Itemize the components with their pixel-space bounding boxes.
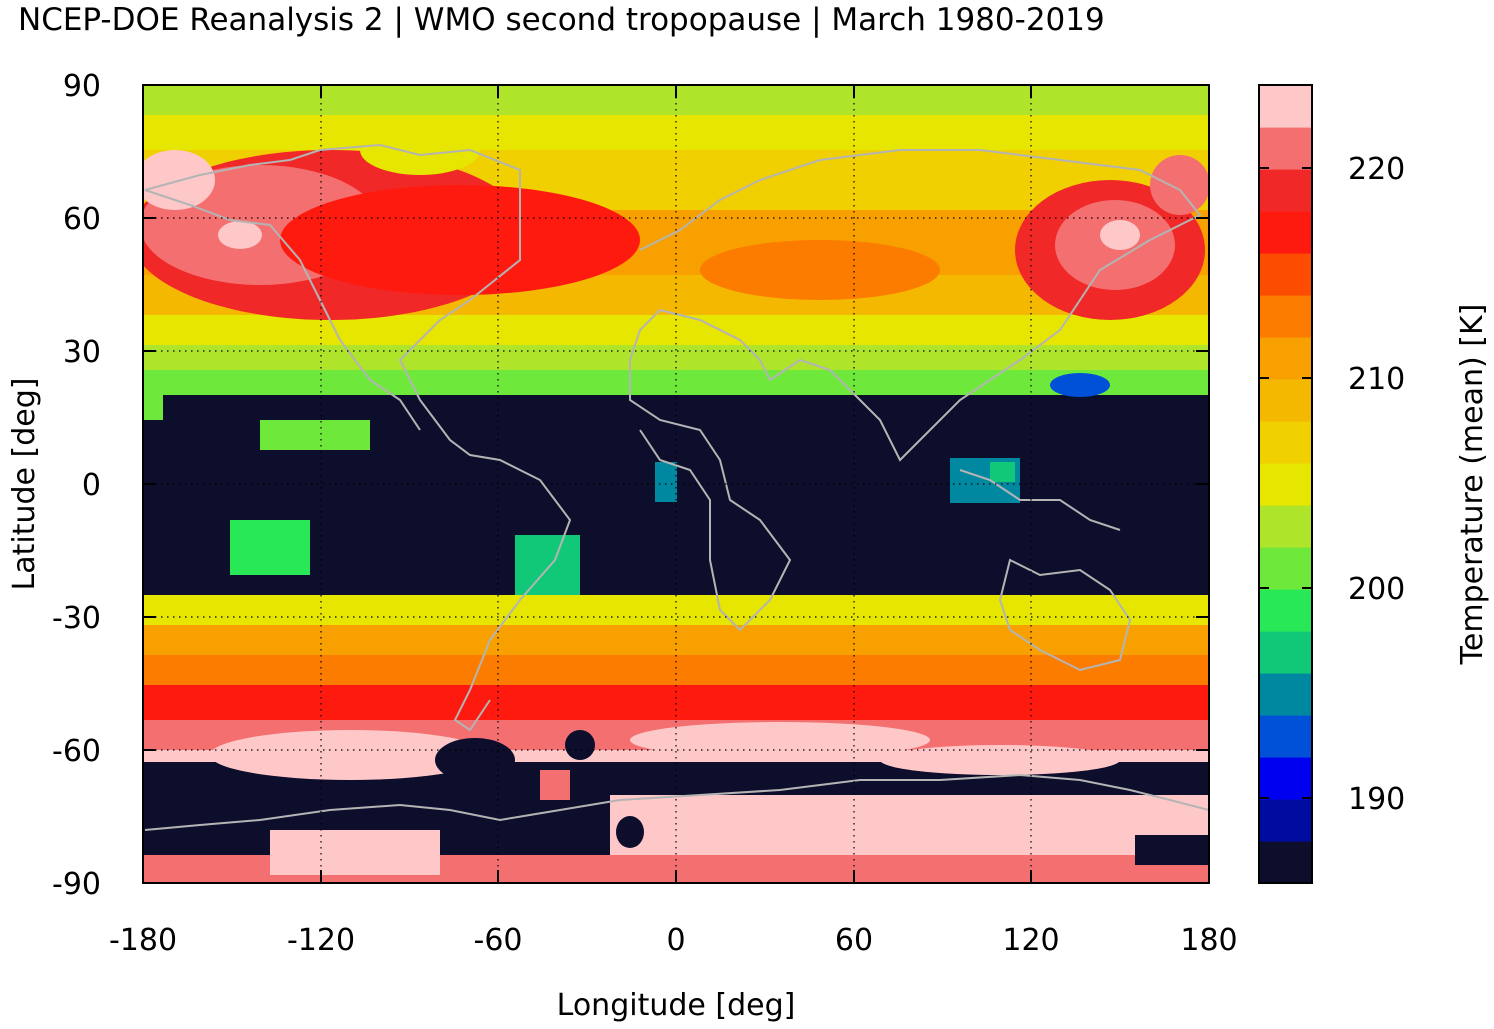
coastlines (144, 143, 1209, 831)
grid (143, 85, 1209, 883)
tropical-edge-pacific (260, 420, 370, 450)
colorbar-swatch (1259, 295, 1312, 338)
x-tick-label: -180 (109, 923, 177, 958)
antarctica-coast (144, 773, 1209, 831)
colorbar-swatches (1259, 85, 1312, 884)
x-tick-label: -120 (287, 923, 355, 958)
colorbar-tick-label: 220 (1348, 152, 1405, 187)
colorbar-frame (1258, 84, 1313, 884)
east-antarctic-warm (610, 795, 1209, 857)
colorbar-ticks (1259, 167, 1312, 799)
band-20n (143, 370, 1209, 398)
y-tick-label: 0 (82, 468, 101, 503)
colorbar-swatch (1259, 337, 1312, 380)
cool-canadian-arctic (360, 125, 480, 175)
band-polar-north (143, 115, 1209, 150)
cold-east-china-sea (1050, 373, 1110, 397)
west-antarctic-warm (270, 830, 440, 875)
warm-south-indian (630, 722, 930, 758)
ross-no-data (1135, 835, 1209, 865)
colorbar-swatch (1259, 841, 1312, 884)
warm-sea-of-japan (1100, 220, 1140, 250)
tropical-patch-africa (655, 462, 677, 502)
colorbar-label: Temperature (mean) [K] (1455, 304, 1490, 666)
warm-gulf-alaska (218, 221, 262, 249)
axis-ticks (142, 85, 1210, 883)
y-tick-label: -60 (52, 734, 101, 769)
x-axis-label: Longitude [deg] (557, 988, 796, 1023)
eurasia-africa-coast (629, 149, 1202, 632)
y-tick-label: -90 (52, 867, 101, 902)
colorbar-swatch (1259, 589, 1312, 632)
y-tick-labels: 90 60 30 0 -30 -60 -90 (52, 69, 101, 902)
warm-asia (700, 240, 940, 300)
colorbar-swatch (1259, 85, 1312, 128)
colorbar: 220 210 200 190 Temperature (mean) [K] (1258, 84, 1490, 884)
x-tick-label: 0 (666, 923, 685, 958)
colorbar-tick-labels: 220 210 200 190 (1348, 152, 1405, 817)
map-panel (142, 84, 1210, 884)
no-data-south-georgia (565, 730, 595, 760)
colorbar-swatch (1259, 463, 1312, 506)
colorbar-swatch (1259, 631, 1312, 674)
warm-south-pacific (210, 730, 490, 780)
colorbar-swatch (1259, 169, 1312, 212)
warm-south-australia (880, 745, 1120, 775)
no-data-drake (435, 738, 515, 782)
warm-north-america (280, 185, 640, 295)
colorbar-swatch (1259, 505, 1312, 548)
y-axis-label: Latitude [deg] (7, 378, 42, 591)
colorbar-swatch (1259, 799, 1312, 842)
band-25n (143, 345, 1209, 370)
colorbar-swatch (1259, 757, 1312, 800)
pacific-coast (144, 189, 421, 431)
tropical-patch-brazil (515, 535, 580, 595)
colorbar-swatch (1259, 127, 1312, 170)
australia-coast (998, 558, 1132, 672)
y-tick-label: 60 (63, 202, 101, 237)
tropical-patch-borneo (990, 462, 1015, 482)
band-45s (143, 685, 1209, 720)
tropical-patch-pacific (230, 520, 310, 575)
chart-title: NCEP-DOE Reanalysis 2 | WMO second tropo… (18, 2, 1105, 38)
x-tick-label: 60 (835, 923, 873, 958)
temperature-field (143, 85, 1209, 883)
colorbar-swatch (1259, 379, 1312, 422)
indonesia-coast (959, 469, 1121, 531)
warm-weddell-edge (540, 770, 570, 800)
x-tick-label: -60 (474, 923, 523, 958)
y-tick-label: 90 (63, 69, 101, 104)
colorbar-swatch (1259, 421, 1312, 464)
x-tick-labels: -180 -120 -60 0 60 120 180 (109, 923, 1238, 958)
colorbar-swatch (1259, 211, 1312, 254)
y-tick-label: 30 (63, 335, 101, 370)
x-tick-label: 180 (1180, 923, 1237, 958)
colorbar-swatch (1259, 715, 1312, 758)
colorbar-swatch (1259, 673, 1312, 716)
colorbar-swatch (1259, 253, 1312, 296)
x-tick-label: 120 (1002, 923, 1059, 958)
no-data-weddell (616, 816, 644, 848)
colorbar-tick-label: 200 (1348, 572, 1405, 607)
colorbar-tick-label: 210 (1348, 362, 1405, 397)
tropical-edge-west (143, 395, 163, 420)
colorbar-tick-label: 190 (1348, 782, 1405, 817)
americas-coast (144, 143, 572, 732)
y-tick-label: -30 (52, 601, 101, 636)
colorbar-swatch (1259, 547, 1312, 590)
warm-kamchatka (1150, 155, 1209, 215)
